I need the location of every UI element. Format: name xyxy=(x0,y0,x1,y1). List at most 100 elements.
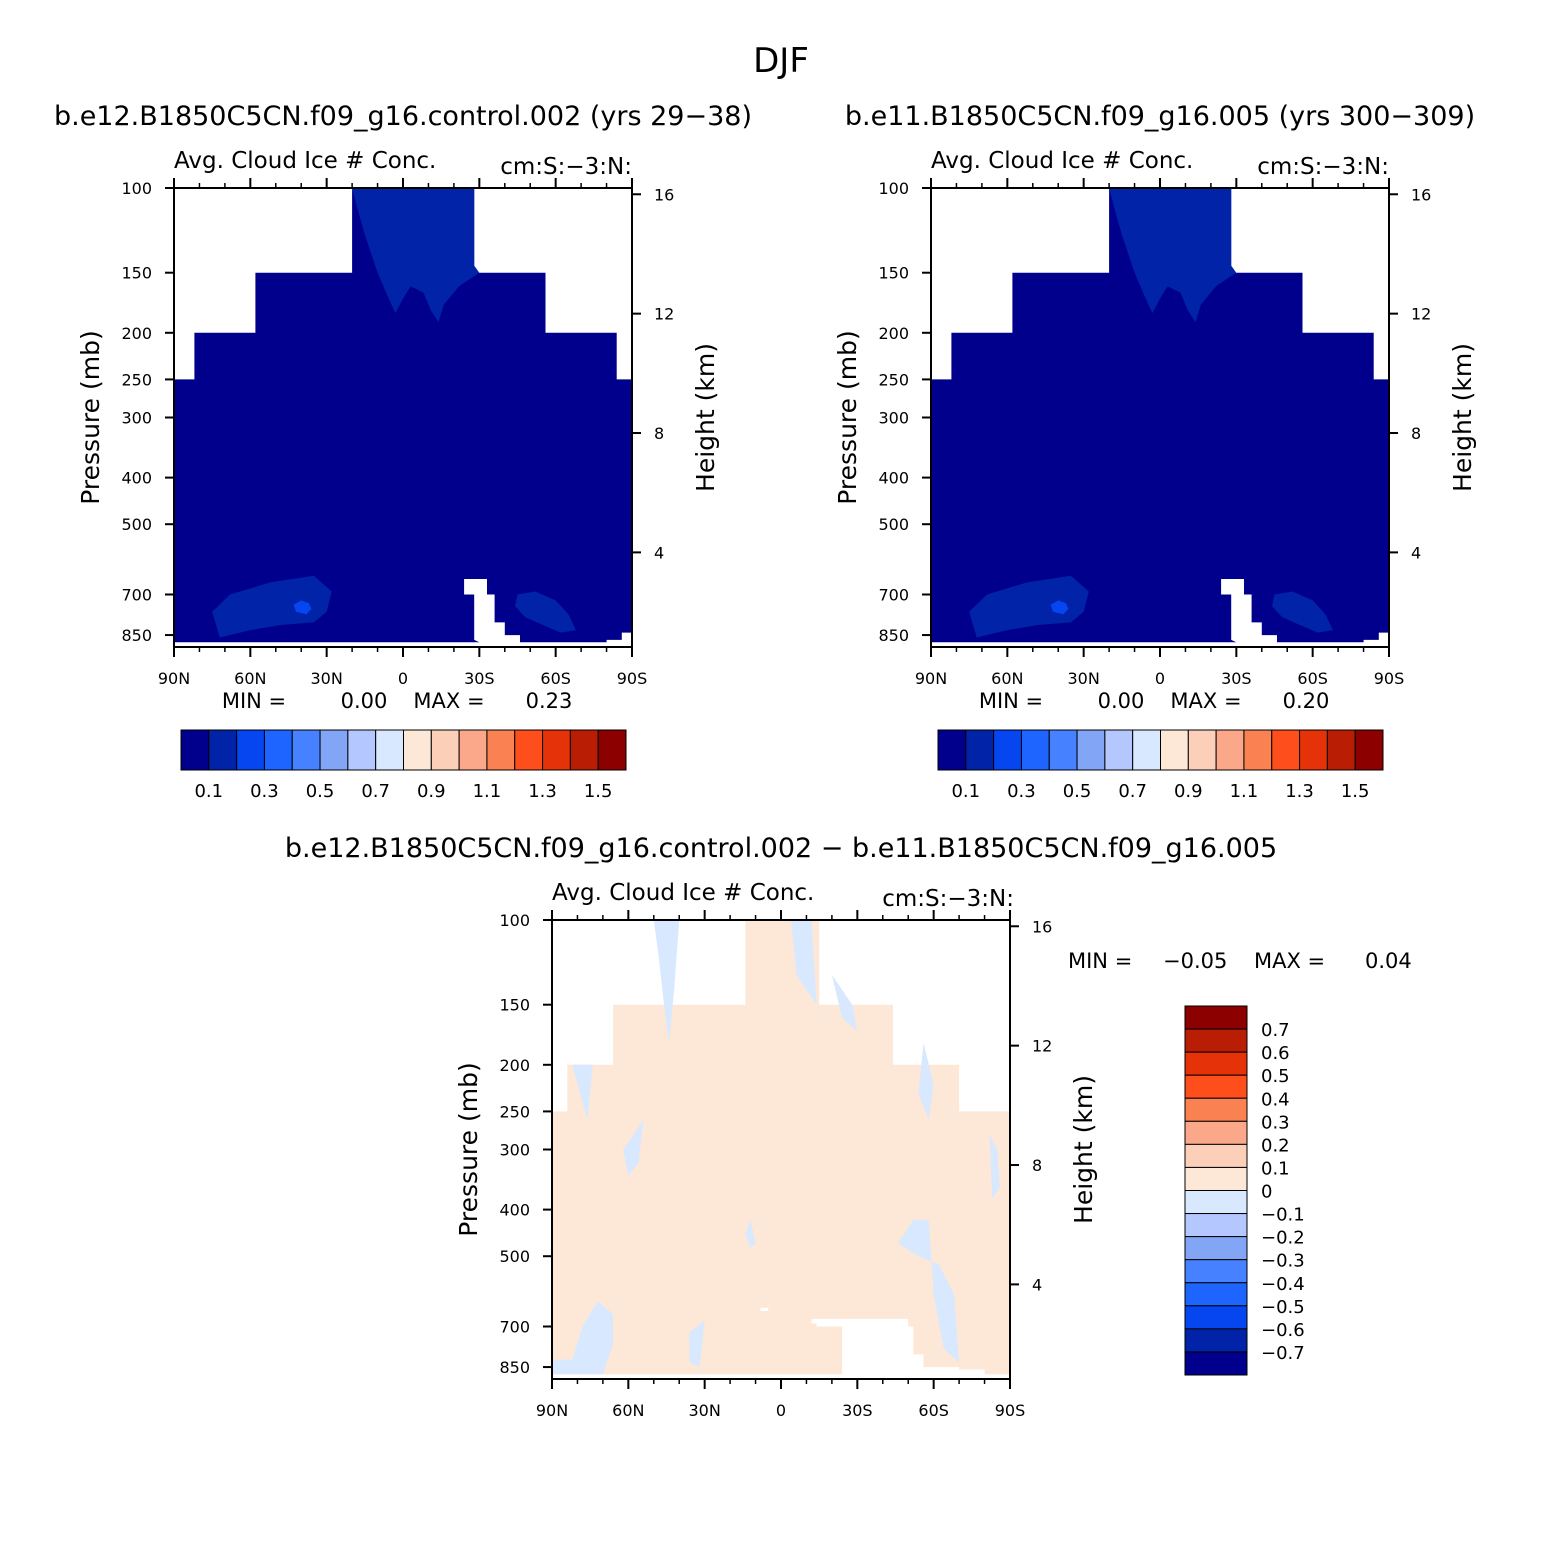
y-tick-label: 150 xyxy=(499,996,530,1015)
x-tick-label: 30N xyxy=(311,669,343,688)
colorbar-box xyxy=(1215,729,1245,771)
colorbar-box xyxy=(1184,1305,1248,1330)
colorbar-box xyxy=(542,729,571,771)
field-negative-3 xyxy=(572,1064,593,1120)
colorbar-box xyxy=(1184,1351,1248,1376)
field-negative-2 xyxy=(791,920,837,1031)
max-value: 0.04 xyxy=(1365,949,1412,973)
colorbar-box xyxy=(965,729,995,771)
y-right-axis-label: Height (km) xyxy=(691,343,720,492)
x-tick-label: 90S xyxy=(617,669,648,688)
colorbar-box xyxy=(1132,729,1161,771)
colorbar-label: 1.3 xyxy=(528,781,557,802)
colorbar-box xyxy=(1326,729,1356,771)
panel-title: b.e11.B1850C5CN.f09_g16.005 (yrs 300−309… xyxy=(845,101,1475,132)
colorbar-label: 0.5 xyxy=(306,781,335,802)
colorbar-label: 0.1 xyxy=(194,781,223,802)
x-tick-label: 30N xyxy=(1068,669,1100,688)
min-value: −0.05 xyxy=(1163,949,1227,973)
y-tick-label: 300 xyxy=(499,1141,530,1160)
colorbar-label: 0.2 xyxy=(1261,1135,1290,1156)
colorbar-label: 0.7 xyxy=(1118,781,1147,802)
colorbar-label: −0.7 xyxy=(1261,1343,1305,1364)
field-negative-8 xyxy=(745,1219,756,1248)
y-axis-label: Pressure (mb) xyxy=(454,1062,483,1236)
x-tick-label: 90N xyxy=(158,669,190,688)
panel-bottom: 100 150 200 250 300 400 500 700 850 16 12 8 4 90N 60N 3… xyxy=(285,833,1412,1420)
colorbar-box xyxy=(1299,729,1328,771)
colorbar-box xyxy=(1271,729,1301,771)
colorbar-box xyxy=(1104,729,1134,771)
colorbar: 0.1 0.3 0.5 0.7 0.9 1.1 1.3 1.5 xyxy=(180,729,627,802)
x-tick-label: 30S xyxy=(464,669,495,688)
colorbar-box xyxy=(569,729,599,771)
x-tick-label: 60S xyxy=(1297,669,1328,688)
colorbar: 0.1 0.3 0.5 0.7 0.9 1.1 1.3 1.5 xyxy=(937,729,1384,802)
colorbar-label: 0.7 xyxy=(361,781,390,802)
y-right-tick-label: 8 xyxy=(1411,424,1421,443)
x-tick-label: 60N xyxy=(234,669,266,688)
y-tick-label: 850 xyxy=(878,626,909,645)
y-right-tick-label: 4 xyxy=(1032,1275,1042,1294)
colorbar-box xyxy=(993,729,1022,771)
min-label: MIN = xyxy=(1068,949,1132,973)
colorbar-box xyxy=(486,729,516,771)
y-right-tick-label: 4 xyxy=(654,543,664,562)
axes: 100 150 200 250 300 400 500 700 850 16 12 8 4 90N 60N 3… xyxy=(833,178,1477,688)
x-tick-label: 90S xyxy=(1374,669,1405,688)
field-negative-5 xyxy=(623,1119,644,1176)
panel-title: b.e12.B1850C5CN.f09_g16.control.002 − b.… xyxy=(285,833,1277,864)
colorbar-box xyxy=(375,729,404,771)
colorbar-label: −0.2 xyxy=(1261,1228,1305,1249)
colorbar-box xyxy=(1184,1236,1248,1261)
colorbar-label: 0.3 xyxy=(1261,1112,1290,1133)
colorbar-box xyxy=(1048,729,1078,771)
colorbar-box xyxy=(514,729,544,771)
y-tick-label: 100 xyxy=(878,179,909,198)
y-tick-label: 250 xyxy=(878,370,909,389)
subtitle-left: Avg. Cloud Ice # Conc. xyxy=(552,880,814,906)
axes: 100 150 200 250 300 400 500 700 850 16 12 8 4 90N 60N 3… xyxy=(454,910,1098,1420)
colorbar: 0.70.60.50.40.30.20.10−0.1−0.2−0.3−0.4−0… xyxy=(1184,1005,1305,1376)
y-tick-label: 500 xyxy=(121,515,152,534)
y-tick-label: 400 xyxy=(878,469,909,488)
colorbar-box xyxy=(403,729,432,771)
subtitle-left: Avg. Cloud Ice # Conc. xyxy=(931,148,1193,174)
colorbar-box xyxy=(1184,1120,1248,1145)
field-level-1-nh xyxy=(212,575,332,638)
y-right-tick-label: 8 xyxy=(1032,1156,1042,1175)
x-tick-label: 0 xyxy=(776,1401,786,1420)
colorbar-label: 0.9 xyxy=(417,781,446,802)
colorbar-box xyxy=(1184,1166,1248,1191)
field-level-2-nh xyxy=(1050,600,1069,615)
max-label: MAX = xyxy=(1170,689,1241,713)
page-title: DJF xyxy=(753,41,809,81)
y-tick-label: 700 xyxy=(121,586,152,605)
y-tick-label: 200 xyxy=(878,324,909,343)
colorbar-label: 0.7 xyxy=(1261,1020,1290,1041)
max-label: MAX = xyxy=(413,689,484,713)
colorbar-box xyxy=(1020,729,1050,771)
colorbar-label: 1.3 xyxy=(1285,781,1314,802)
panel-top-right: 100 150 200 250 300 400 500 700 850 16 12 8 4 90N 60N 3… xyxy=(833,101,1477,802)
y-tick-label: 700 xyxy=(499,1318,530,1337)
y-tick-label: 500 xyxy=(878,515,909,534)
colorbar-label: 0.3 xyxy=(1007,781,1036,802)
colorbar-label: 0.4 xyxy=(1261,1089,1290,1110)
colorbar-label: 1.5 xyxy=(1341,781,1370,802)
panel-top-left: 100 150 200 250 300 400 500 700 850 16 12 8 4 90N 60N 3… xyxy=(54,101,752,802)
field-negative-10 xyxy=(989,1135,1000,1199)
colorbar-box xyxy=(347,729,377,771)
colorbar-box xyxy=(1184,1051,1248,1076)
colorbar-label: 0.3 xyxy=(250,781,279,802)
colorbar-label: 0.1 xyxy=(1261,1158,1290,1179)
y-right-tick-label: 12 xyxy=(1411,305,1431,324)
colorbar-box xyxy=(208,729,238,771)
y-axis-label: Pressure (mb) xyxy=(833,330,862,504)
field-level-0 xyxy=(931,188,1389,643)
y-tick-label: 300 xyxy=(121,409,152,428)
colorbar-box xyxy=(263,729,293,771)
max-value: 0.20 xyxy=(1283,689,1330,713)
y-right-tick-label: 16 xyxy=(654,185,674,204)
colorbar-label: −0.1 xyxy=(1261,1205,1305,1226)
